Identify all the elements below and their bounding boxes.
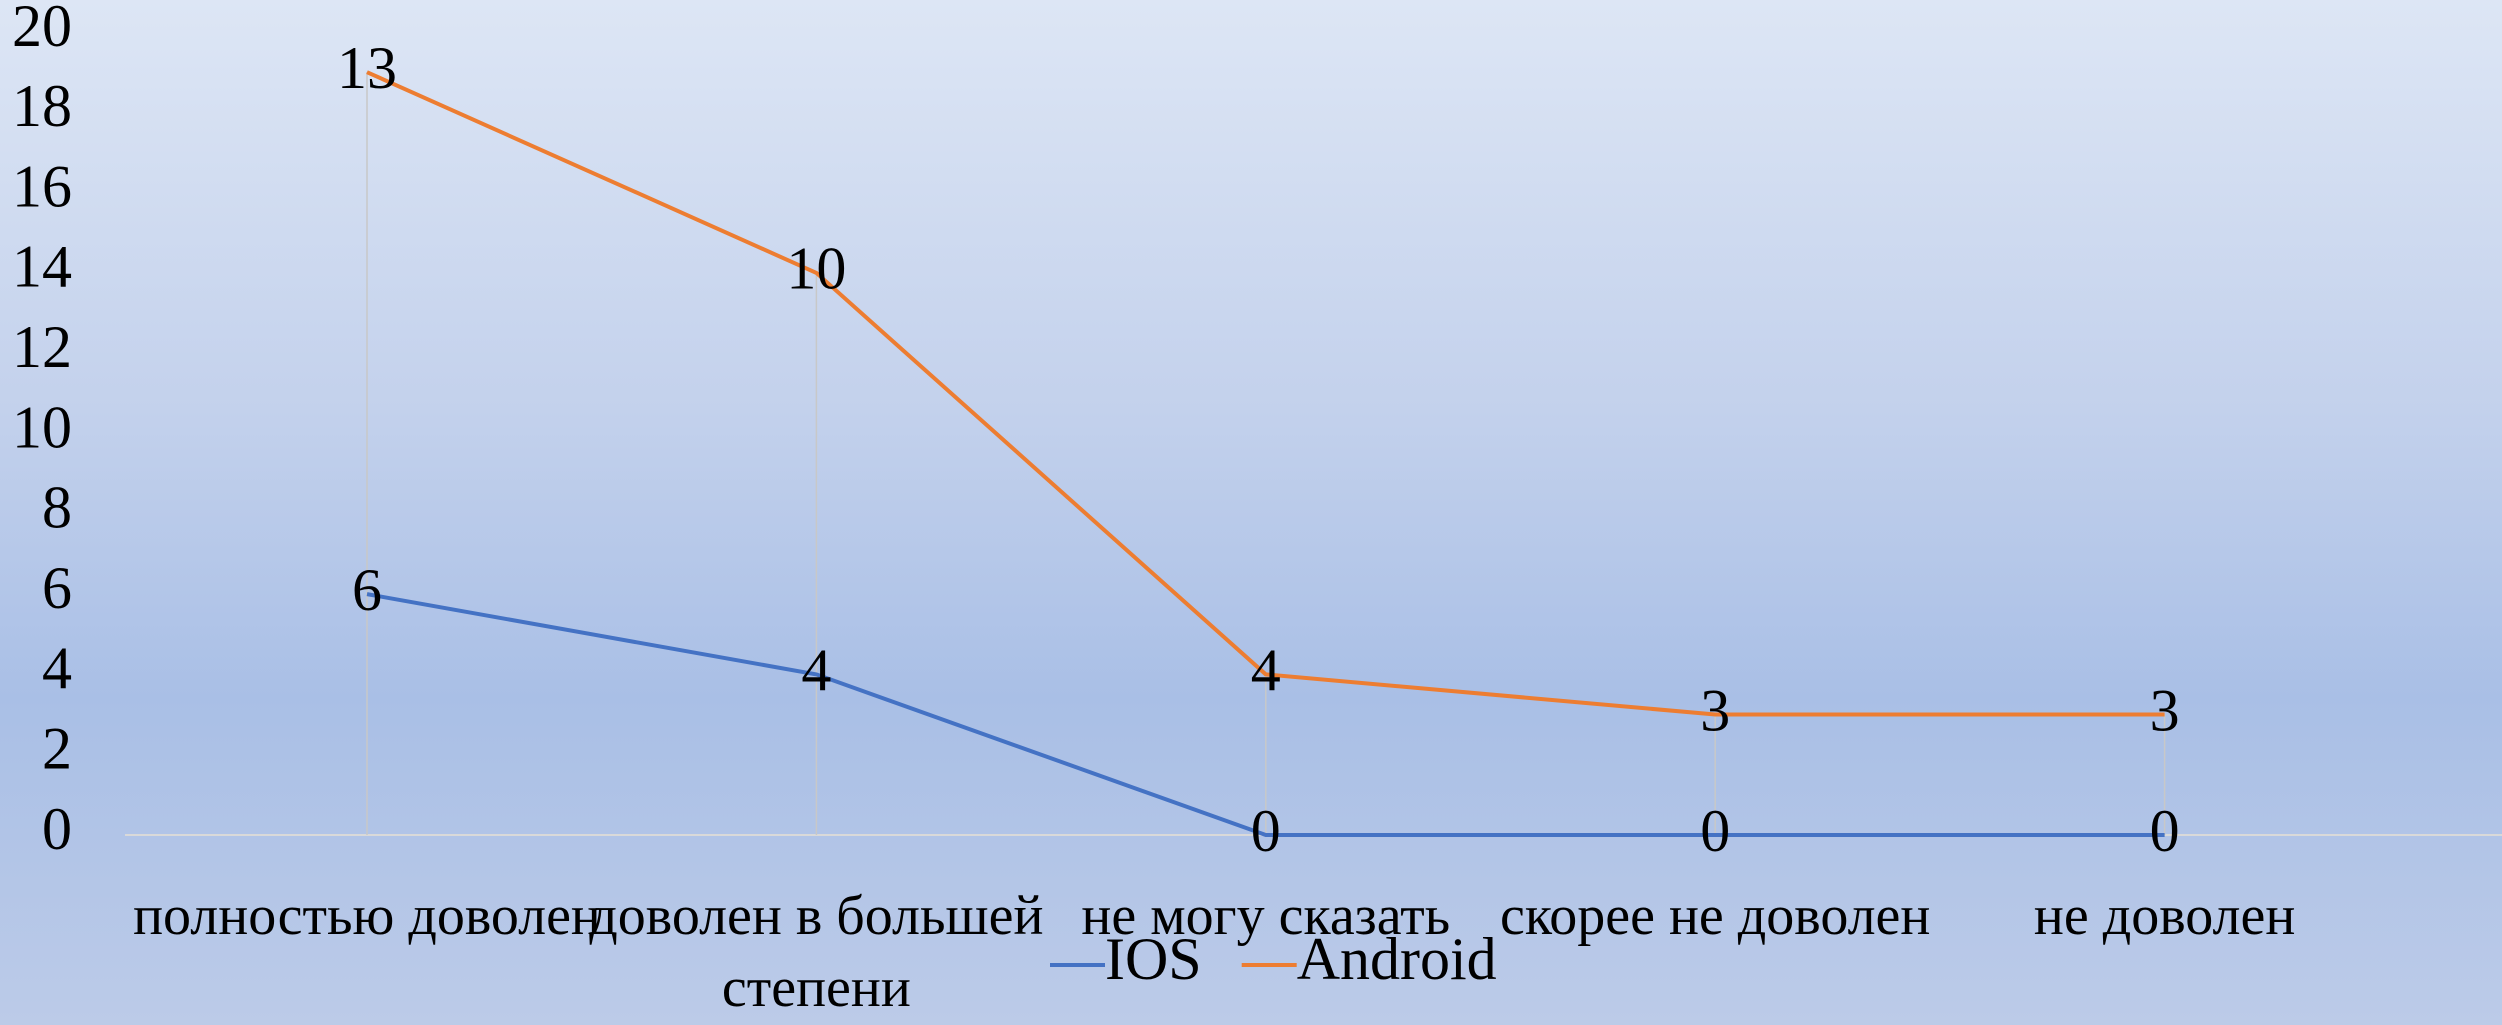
- series-line: [366, 592, 2165, 837]
- data-label: 0: [2150, 798, 2180, 864]
- x-tick-label: скорее не доволен: [1500, 885, 1931, 947]
- legend-label: Android: [1297, 926, 1497, 992]
- y-tick-label: 0: [42, 796, 72, 862]
- data-label: 3: [2150, 677, 2180, 743]
- legend-label: IOS: [1105, 926, 1202, 992]
- y-tick-label: 10: [12, 394, 72, 460]
- y-tick-label: 2: [42, 715, 72, 781]
- data-label: 10: [786, 236, 846, 302]
- x-tick-label: доволен в большей степени: [589, 885, 1044, 1019]
- y-tick-label: 14: [12, 234, 72, 300]
- series-line: [366, 70, 2165, 717]
- y-tick-label: 12: [12, 314, 72, 380]
- data-label: 6: [352, 557, 382, 623]
- y-tick-label: 6: [42, 555, 72, 621]
- y-tick-label: 20: [12, 0, 72, 59]
- y-tick-label: 18: [12, 73, 72, 139]
- x-tick-label: не могу сказать: [1081, 885, 1451, 947]
- data-label: 4: [801, 637, 831, 703]
- y-tick-label: 8: [42, 475, 72, 541]
- data-label: 0: [1251, 798, 1281, 864]
- data-label: 4: [1251, 637, 1281, 703]
- y-tick-label: 4: [42, 635, 72, 701]
- y-tick-label: 16: [12, 153, 72, 219]
- x-tick-label: полностью доволен: [133, 885, 601, 947]
- data-label: 3: [1700, 677, 1730, 743]
- data-label: 13: [337, 35, 397, 101]
- data-label: 0: [1700, 798, 1730, 864]
- x-tick-label: не доволен: [2033, 885, 2296, 947]
